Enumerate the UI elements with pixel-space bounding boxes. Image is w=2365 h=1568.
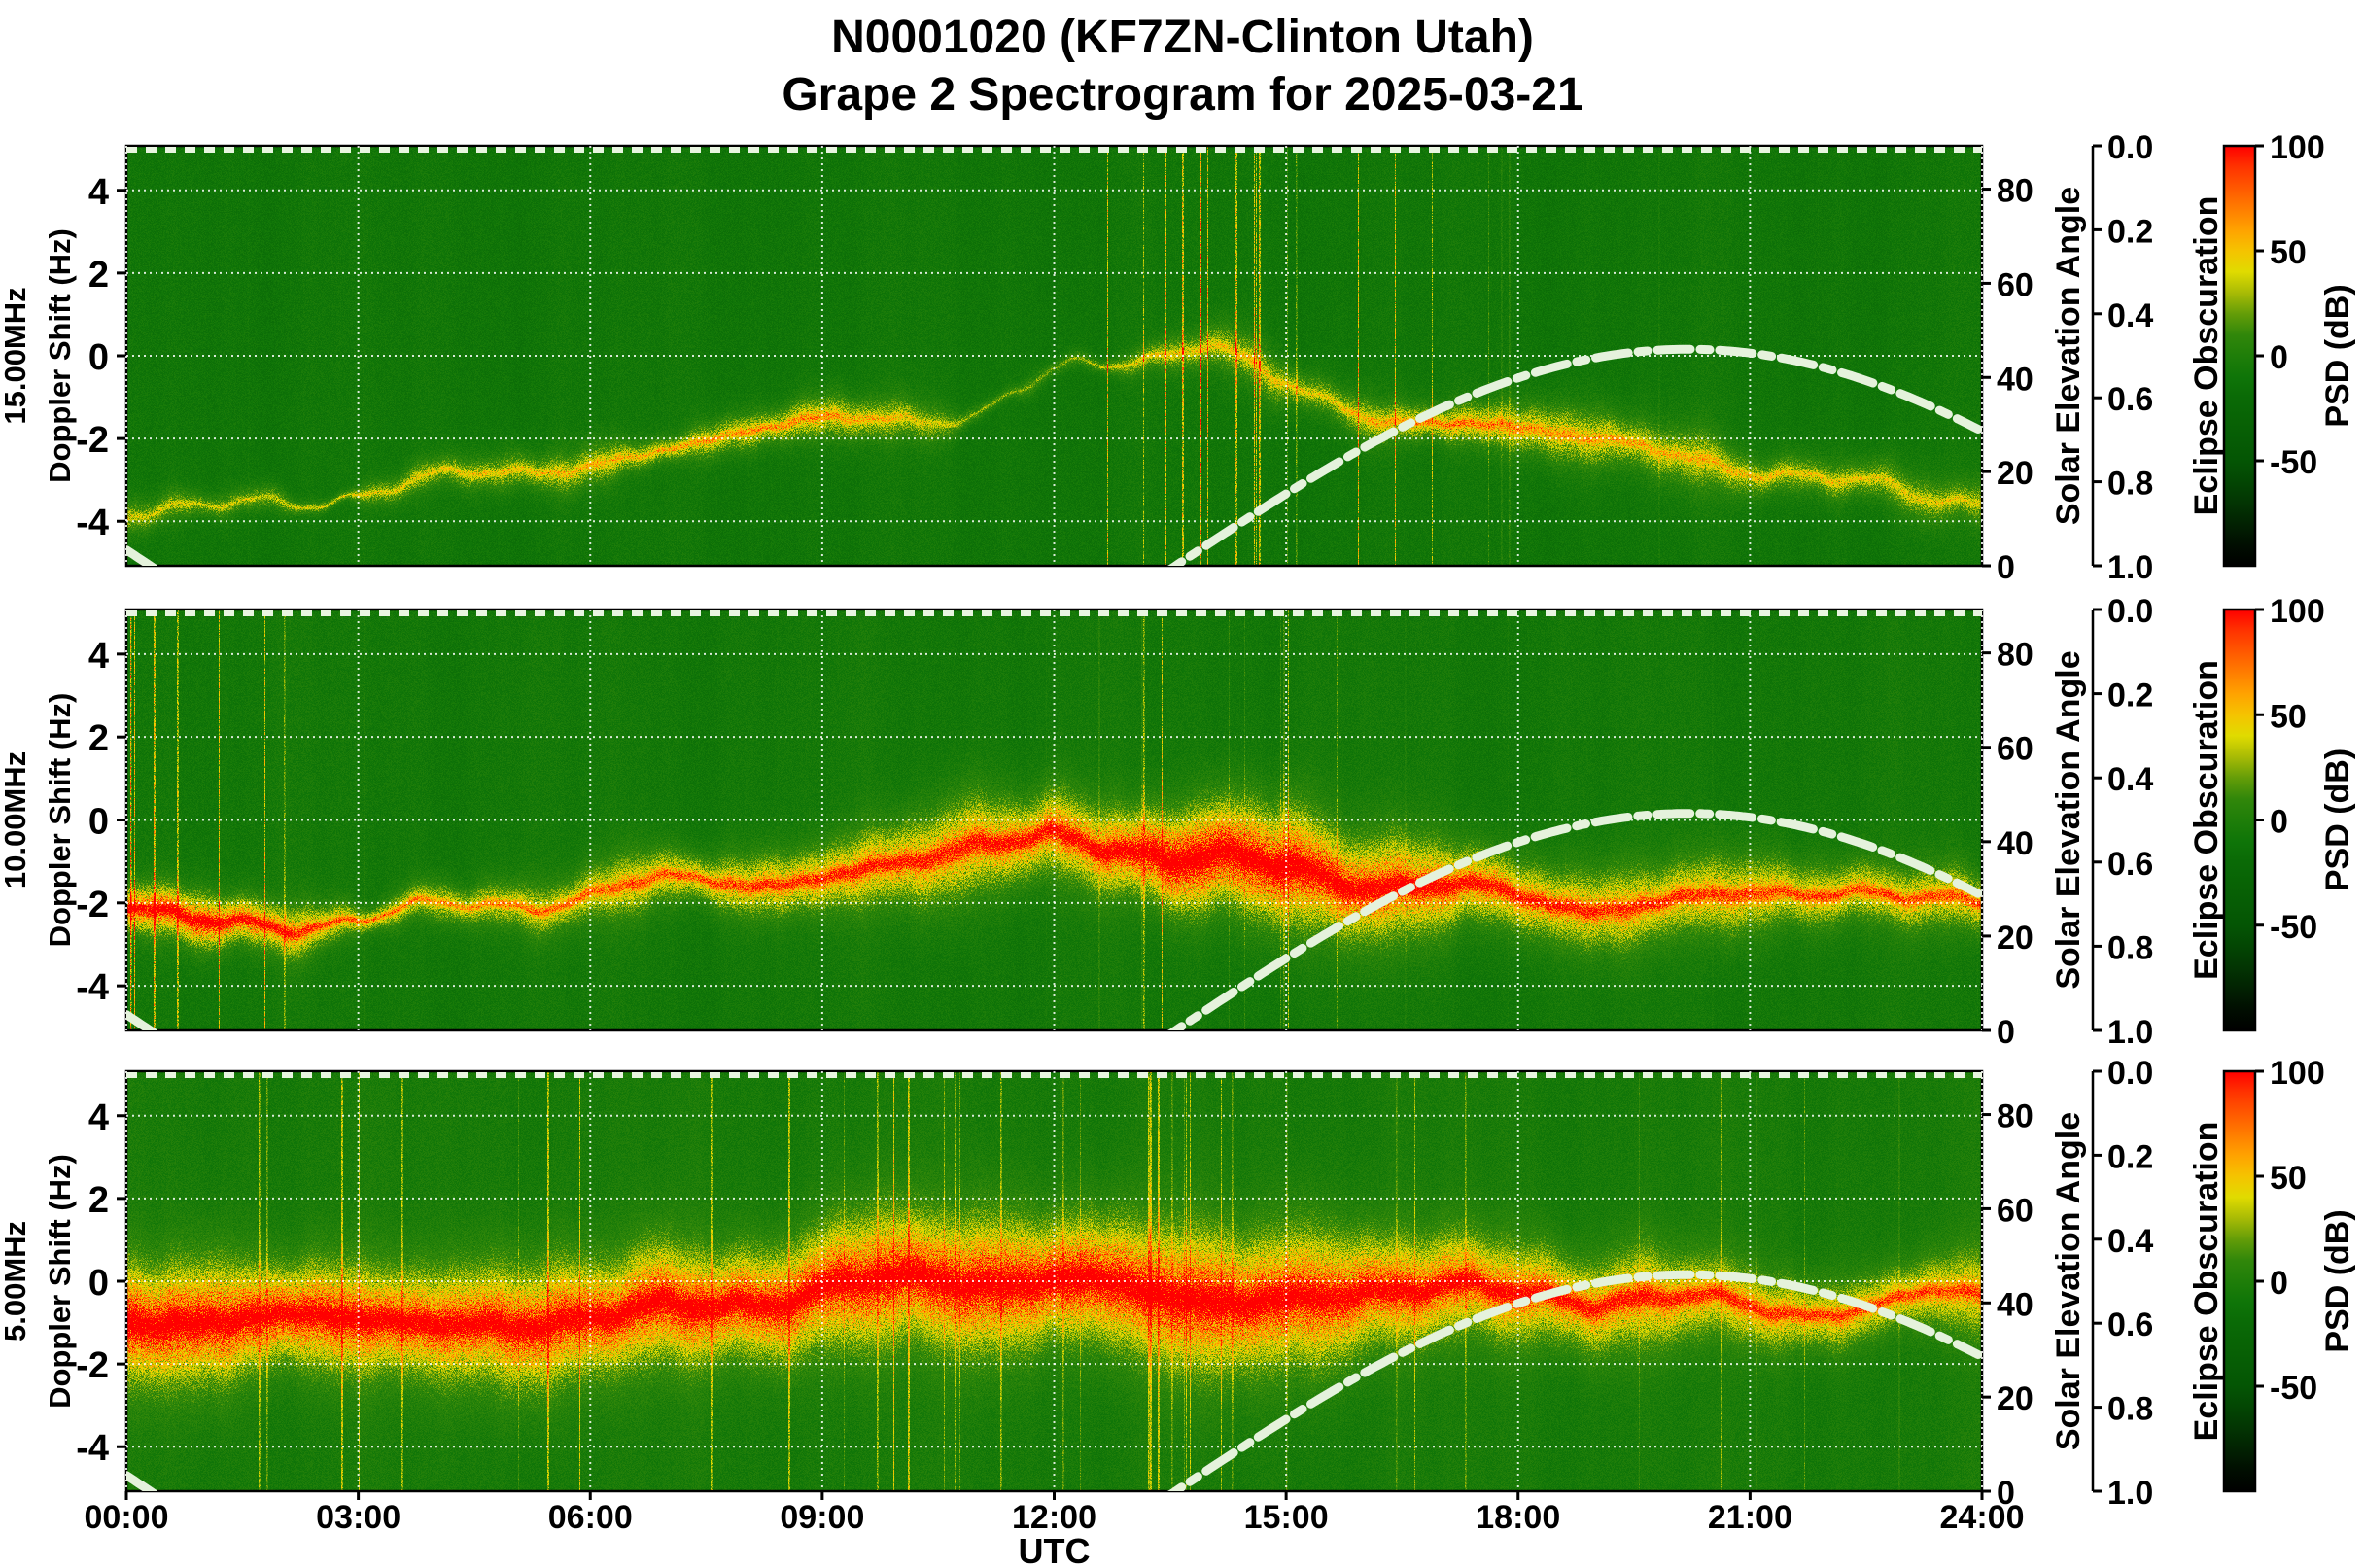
svg-text:2: 2 bbox=[88, 255, 109, 296]
svg-text:06:00: 06:00 bbox=[548, 1499, 633, 1536]
svg-text:Solar Elevation Angle: Solar Elevation Angle bbox=[2050, 650, 2087, 989]
svg-text:0.4: 0.4 bbox=[2107, 761, 2153, 798]
svg-text:40: 40 bbox=[1997, 825, 2034, 862]
svg-text:20: 20 bbox=[1997, 1380, 2034, 1417]
svg-text:0.6: 0.6 bbox=[2107, 846, 2153, 883]
svg-text:21:00: 21:00 bbox=[1708, 1499, 1792, 1536]
svg-text:60: 60 bbox=[1997, 1192, 2034, 1229]
svg-text:50: 50 bbox=[2270, 234, 2307, 271]
svg-text:0.0: 0.0 bbox=[2107, 1055, 2153, 1092]
svg-text:0: 0 bbox=[1997, 549, 2015, 586]
svg-text:0.0: 0.0 bbox=[2107, 593, 2153, 630]
svg-text:50: 50 bbox=[2270, 698, 2307, 735]
svg-text:PSD (dB): PSD (dB) bbox=[2319, 284, 2356, 427]
svg-text:60: 60 bbox=[1997, 266, 2034, 303]
svg-text:0.2: 0.2 bbox=[2107, 1138, 2153, 1175]
svg-text:1.0: 1.0 bbox=[2107, 1475, 2153, 1512]
svg-text:Eclipse Obscuration: Eclipse Obscuration bbox=[2188, 1122, 2225, 1442]
svg-text:0.4: 0.4 bbox=[2107, 297, 2153, 334]
svg-text:18:00: 18:00 bbox=[1476, 1499, 1560, 1536]
svg-text:80: 80 bbox=[1997, 637, 2034, 674]
svg-text:03:00: 03:00 bbox=[316, 1499, 400, 1536]
svg-text:0: 0 bbox=[2270, 339, 2288, 376]
svg-text:24:00: 24:00 bbox=[1940, 1499, 2025, 1536]
svg-text:40: 40 bbox=[1997, 361, 2034, 398]
svg-text:Solar Elevation Angle: Solar Elevation Angle bbox=[2050, 187, 2087, 525]
svg-text:80: 80 bbox=[1997, 173, 2034, 210]
svg-text:PSD (dB): PSD (dB) bbox=[2319, 749, 2356, 891]
svg-text:0.2: 0.2 bbox=[2107, 678, 2153, 714]
svg-text:-2: -2 bbox=[76, 420, 109, 461]
svg-text:PSD (dB): PSD (dB) bbox=[2319, 1209, 2356, 1352]
svg-text:5.00MHz: 5.00MHz bbox=[0, 1221, 32, 1342]
svg-text:0.8: 0.8 bbox=[2107, 929, 2153, 966]
svg-text:20: 20 bbox=[1997, 455, 2034, 492]
svg-text:-4: -4 bbox=[76, 967, 109, 1008]
svg-text:4: 4 bbox=[88, 172, 109, 213]
svg-text:0.0: 0.0 bbox=[2107, 129, 2153, 166]
svg-text:80: 80 bbox=[1997, 1098, 2034, 1135]
svg-text:10.00MHz: 10.00MHz bbox=[0, 751, 32, 889]
svg-text:Eclipse Obscuration: Eclipse Obscuration bbox=[2188, 196, 2225, 516]
svg-text:09:00: 09:00 bbox=[780, 1499, 864, 1536]
svg-text:4: 4 bbox=[88, 1098, 109, 1138]
svg-text:Solar Elevation Angle: Solar Elevation Angle bbox=[2050, 1112, 2087, 1450]
svg-text:15.00MHz: 15.00MHz bbox=[0, 287, 32, 424]
svg-text:UTC: UTC bbox=[1019, 1531, 1091, 1568]
svg-text:100: 100 bbox=[2270, 1055, 2325, 1092]
svg-text:0: 0 bbox=[2270, 1265, 2288, 1302]
svg-text:-4: -4 bbox=[76, 1428, 109, 1469]
svg-text:Doppler Shift (Hz): Doppler Shift (Hz) bbox=[43, 1154, 77, 1409]
svg-text:0.4: 0.4 bbox=[2107, 1223, 2153, 1260]
svg-text:Doppler Shift (Hz): Doppler Shift (Hz) bbox=[43, 228, 77, 483]
svg-text:0.8: 0.8 bbox=[2107, 466, 2153, 503]
svg-text:1.0: 1.0 bbox=[2107, 549, 2153, 586]
svg-text:0: 0 bbox=[2270, 804, 2288, 841]
svg-text:0: 0 bbox=[88, 1263, 109, 1304]
svg-text:0: 0 bbox=[1997, 1014, 2015, 1051]
svg-text:-50: -50 bbox=[2270, 444, 2317, 481]
svg-text:40: 40 bbox=[1997, 1286, 2034, 1323]
svg-text:100: 100 bbox=[2270, 129, 2325, 166]
svg-text:Eclipse Obscuration: Eclipse Obscuration bbox=[2188, 660, 2225, 980]
svg-text:100: 100 bbox=[2270, 593, 2325, 630]
svg-text:-2: -2 bbox=[76, 1345, 109, 1386]
svg-text:4: 4 bbox=[88, 636, 109, 677]
svg-text:Doppler Shift (Hz): Doppler Shift (Hz) bbox=[43, 693, 77, 948]
svg-text:2: 2 bbox=[88, 718, 109, 759]
svg-text:-2: -2 bbox=[76, 885, 109, 925]
svg-text:0.6: 0.6 bbox=[2107, 381, 2153, 418]
svg-text:1.0: 1.0 bbox=[2107, 1014, 2153, 1051]
svg-text:15:00: 15:00 bbox=[1244, 1499, 1329, 1536]
svg-text:-50: -50 bbox=[2270, 1370, 2317, 1407]
svg-text:00:00: 00:00 bbox=[85, 1499, 169, 1536]
svg-text:2: 2 bbox=[88, 1180, 109, 1221]
svg-text:0: 0 bbox=[88, 337, 109, 378]
svg-text:-4: -4 bbox=[76, 503, 109, 543]
svg-text:0.8: 0.8 bbox=[2107, 1391, 2153, 1428]
svg-text:60: 60 bbox=[1997, 731, 2034, 768]
svg-text:0.6: 0.6 bbox=[2107, 1307, 2153, 1343]
svg-text:0: 0 bbox=[88, 802, 109, 843]
svg-text:0.2: 0.2 bbox=[2107, 213, 2153, 250]
svg-text:50: 50 bbox=[2270, 1160, 2307, 1197]
svg-text:-50: -50 bbox=[2270, 909, 2317, 946]
svg-text:20: 20 bbox=[1997, 920, 2034, 957]
